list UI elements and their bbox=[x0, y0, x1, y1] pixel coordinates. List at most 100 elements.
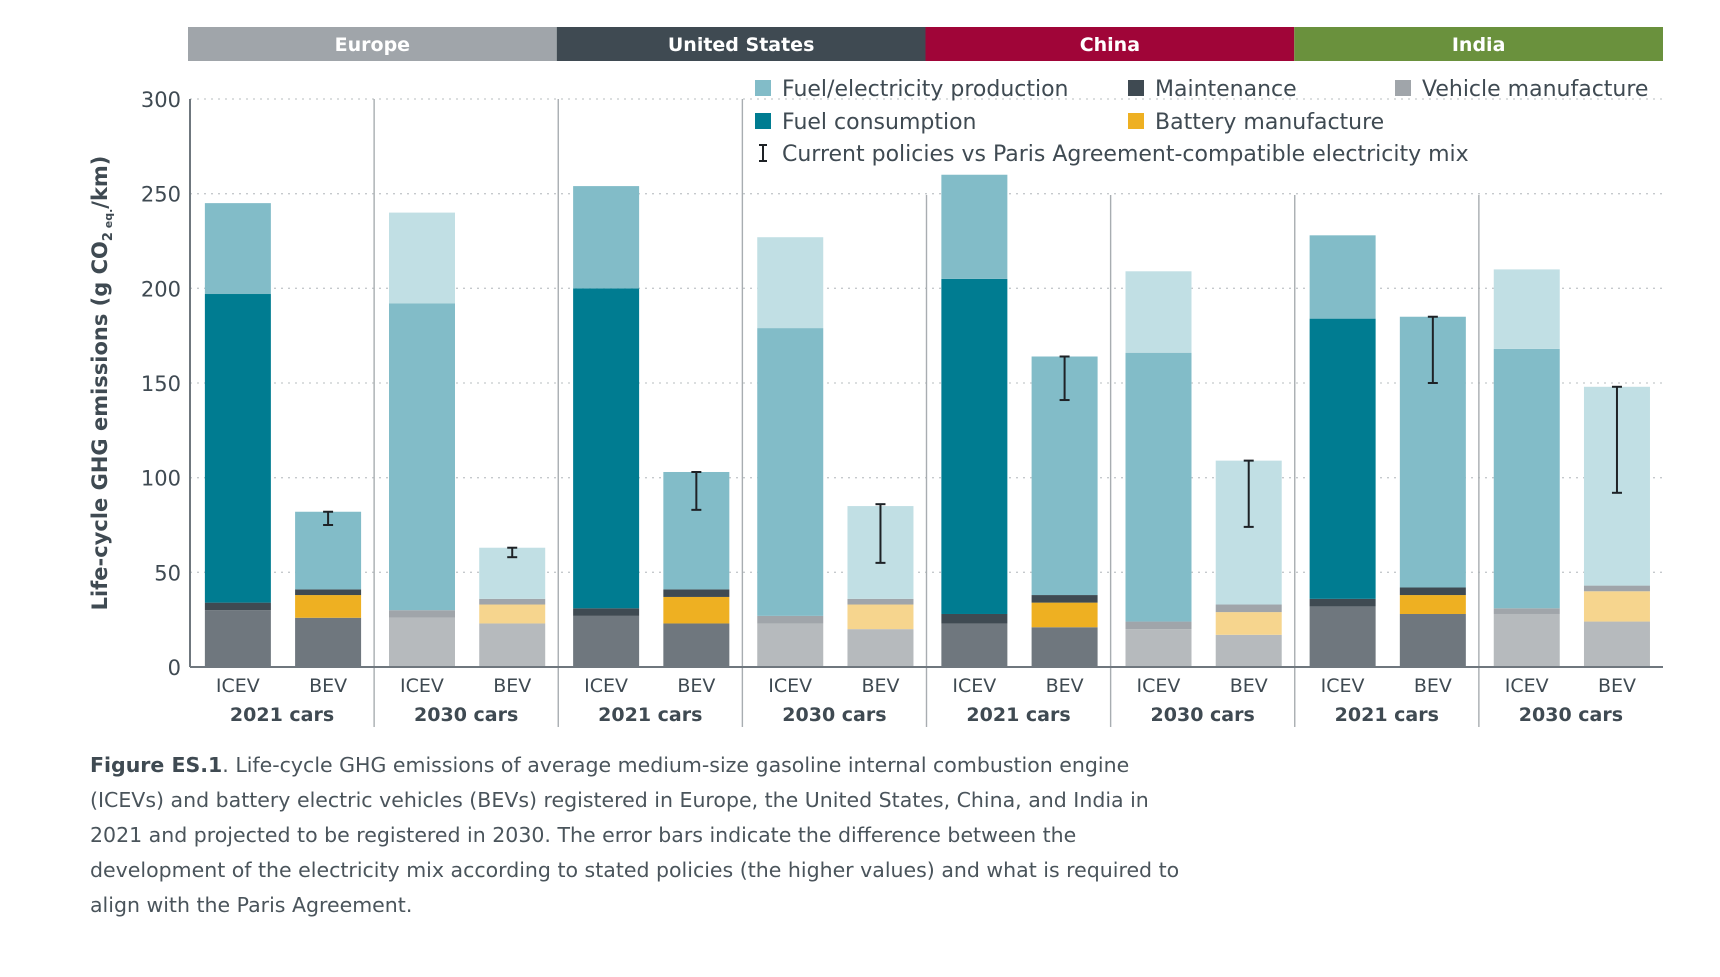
region-label: China bbox=[1080, 34, 1140, 56]
bar-segment-battery-manufacture bbox=[295, 595, 362, 618]
x-tick-label: BEV bbox=[1046, 675, 1084, 697]
bar-segment-vehicle-manufacture bbox=[1125, 629, 1192, 667]
bar-segment-fuel-consumption bbox=[1125, 352, 1192, 622]
bar-segment-vehicle-manufacture bbox=[388, 617, 455, 667]
x-tick-label: ICEV bbox=[216, 675, 260, 697]
bar-segment-maintenance bbox=[573, 608, 640, 616]
y-tick-label: 150 bbox=[141, 372, 181, 396]
legend-item: Current policies vs Paris Agreement-comp… bbox=[759, 142, 1469, 167]
bar-segment-maintenance bbox=[847, 598, 914, 605]
bar-segment-fuel-electricity-production bbox=[388, 212, 455, 304]
bar-segment-maintenance bbox=[663, 589, 730, 597]
bar-segment-vehicle-manufacture bbox=[941, 623, 1008, 667]
bar-segment-fuel-consumption bbox=[1309, 318, 1376, 599]
bar-segment-vehicle-manufacture bbox=[757, 623, 824, 667]
legend-swatch bbox=[1128, 80, 1144, 96]
x-labels: ICEV BEV ICEV BEV ICEV BEV ICEV BEV ICEV BEV ICEV B… bbox=[216, 675, 1636, 726]
group-label: 2030 cars bbox=[414, 704, 518, 726]
bar-segment-maintenance bbox=[1583, 585, 1650, 592]
region-label: United States bbox=[668, 34, 815, 56]
bar-segment-fuel-consumption bbox=[941, 278, 1008, 614]
legend-label: Vehicle manufacture bbox=[1422, 77, 1648, 102]
error-bar bbox=[323, 510, 334, 526]
group-dividers bbox=[373, 99, 1480, 727]
bar-segment-vehicle-manufacture bbox=[1215, 634, 1282, 667]
legend-swatch bbox=[755, 80, 771, 96]
x-tick-label: BEV bbox=[493, 675, 531, 697]
bar-segment-vehicle-manufacture bbox=[1031, 627, 1098, 667]
axes bbox=[189, 99, 1663, 668]
bar-stack-bev bbox=[1031, 356, 1098, 667]
bar-segment-fuel-electricity-production bbox=[1309, 235, 1376, 319]
x-tick-label: ICEV bbox=[400, 675, 444, 697]
bar-segment-fuel-consumption bbox=[388, 303, 455, 611]
bar-stack-icev bbox=[1493, 269, 1560, 667]
region-band bbox=[925, 27, 1295, 61]
x-tick-label: BEV bbox=[677, 675, 715, 697]
y-tick-label: 300 bbox=[141, 88, 181, 112]
x-tick-label: ICEV bbox=[1137, 675, 1181, 697]
error-bar bbox=[1059, 355, 1070, 402]
region-label: India bbox=[1452, 34, 1506, 56]
error-bar bbox=[691, 470, 702, 511]
bar-segment-vehicle-manufacture bbox=[295, 617, 362, 667]
error-bar bbox=[507, 546, 518, 559]
bar-segment-fuel-electricity-production bbox=[1125, 271, 1192, 353]
region-bands: Europe United States China India bbox=[188, 27, 1663, 61]
bar-segment-maintenance bbox=[1031, 595, 1098, 603]
y-tick-labels: 0 50 100 150 200 250 300 bbox=[141, 88, 181, 680]
bar-segment-fuel-consumption bbox=[1493, 348, 1560, 609]
caption-label: Figure ES.1 bbox=[90, 753, 223, 777]
bar-segment-battery-manufacture bbox=[1583, 591, 1650, 622]
group-label: 2021 cars bbox=[966, 704, 1070, 726]
y-axis-label: Life-cycle GHG emissions (g CO2 eq./km) bbox=[88, 156, 116, 611]
bar-segment-fuel-consumption bbox=[204, 294, 271, 603]
x-tick-label: BEV bbox=[861, 675, 899, 697]
bar-segment-battery-manufacture bbox=[1399, 595, 1466, 614]
legend-swatch bbox=[1395, 80, 1411, 96]
ylabel-main: Life-cycle GHG emissions (g CO bbox=[88, 241, 112, 610]
bar-segment-fuel-electricity-production bbox=[941, 174, 1008, 279]
bar-segment-fuel-consumption bbox=[573, 288, 640, 609]
bar-segment-maintenance bbox=[1215, 604, 1282, 613]
bar-stack-bev bbox=[295, 511, 362, 667]
bar-stack-icev bbox=[941, 174, 1008, 667]
bar-stack-icev bbox=[204, 203, 271, 667]
error-bar bbox=[1243, 459, 1254, 528]
bar-stack-icev bbox=[573, 186, 640, 667]
bar-segment-vehicle-manufacture bbox=[847, 629, 914, 667]
group-label: 2021 cars bbox=[230, 704, 334, 726]
bar-segment-maintenance bbox=[1125, 621, 1192, 630]
bar-stack-icev bbox=[757, 237, 824, 667]
bar-segment-fuel-electricity-production bbox=[573, 186, 640, 289]
caption-text: . Life-cycle GHG emissions of average me… bbox=[90, 753, 1180, 917]
bar-segment-vehicle-manufacture bbox=[1583, 621, 1650, 667]
bar-segment-maintenance bbox=[479, 598, 546, 605]
emissions-chart: Europe United States China India 0 50 100 150 2… bbox=[88, 27, 1663, 727]
bar-segment-fuel-electricity-production bbox=[1493, 269, 1560, 349]
ylabel-sub: eq. bbox=[102, 209, 115, 232]
legend-item: Fuel consumption bbox=[755, 110, 976, 135]
bars bbox=[204, 174, 1650, 667]
ylabel-sub: 2 bbox=[101, 232, 116, 241]
group-label: 2030 cars bbox=[1519, 704, 1623, 726]
bar-segment-maintenance bbox=[941, 613, 1008, 624]
bar-segment-fuel-electricity-production bbox=[757, 237, 824, 329]
bar-segment-battery-manufacture bbox=[479, 604, 546, 624]
bar-segment-vehicle-manufacture bbox=[573, 615, 640, 667]
legend-item: Fuel/electricity production bbox=[755, 77, 1069, 102]
bar-segment-maintenance bbox=[757, 615, 824, 624]
region-label: Europe bbox=[335, 34, 410, 56]
legend-item: Maintenance bbox=[1128, 77, 1297, 102]
bar-segment-maintenance bbox=[1309, 598, 1376, 607]
x-tick-label: ICEV bbox=[768, 675, 812, 697]
bar-segment-vehicle-manufacture bbox=[1399, 613, 1466, 667]
legend-item: Vehicle manufacture bbox=[1395, 77, 1648, 102]
error-bars bbox=[323, 315, 1622, 564]
bar-segment-maintenance bbox=[295, 589, 362, 596]
x-tick-label: ICEV bbox=[584, 675, 628, 697]
x-tick-label: BEV bbox=[1598, 675, 1636, 697]
bar-segment-maintenance bbox=[1493, 608, 1560, 614]
x-tick-label: ICEV bbox=[1505, 675, 1549, 697]
legend-item: Battery manufacture bbox=[1128, 110, 1384, 135]
